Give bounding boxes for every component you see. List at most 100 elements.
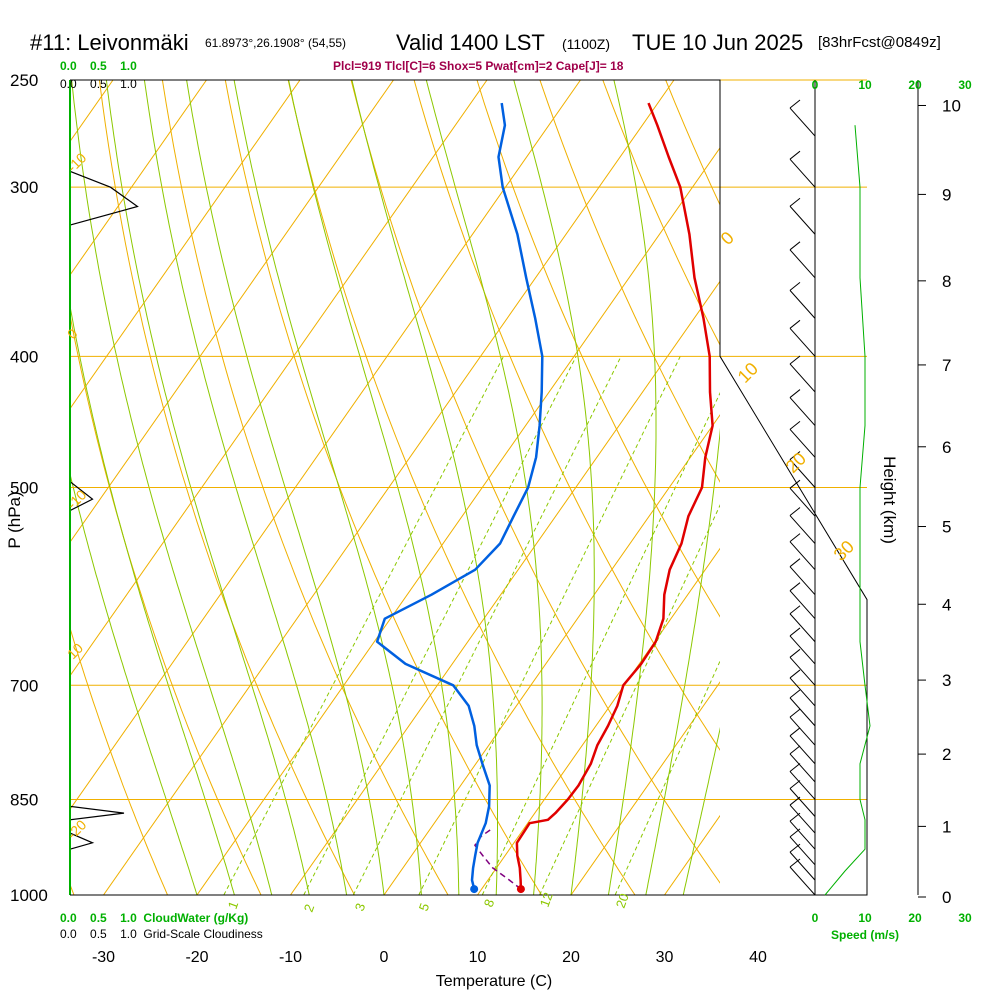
wind-barb-flag <box>789 355 801 365</box>
speed-tick-bottom: 10 <box>858 911 872 925</box>
wind-barb-flag <box>789 582 801 592</box>
wind-barb <box>789 487 816 517</box>
wind-barb-flag <box>789 843 801 853</box>
moist-adiabat <box>607 80 657 895</box>
speed-tick-bottom: 20 <box>908 911 922 925</box>
wind-barb <box>789 716 816 746</box>
wind-barb <box>789 820 816 850</box>
pressure-tick-label: 400 <box>10 347 38 366</box>
speed-tick-bottom: 30 <box>958 911 972 925</box>
wind-barb <box>789 788 816 817</box>
mixing-ratio-line <box>539 504 720 895</box>
wind-barb <box>789 158 816 188</box>
moist-adiabat <box>425 80 543 895</box>
wind-barb <box>789 613 816 643</box>
moist-adiabat <box>233 80 422 895</box>
mixing-ratio-label: 12 <box>537 890 556 909</box>
height-axis-title: Height (km) <box>880 456 899 544</box>
stability-indices: Plcl=919 Tlcl[C]=6 Shox=5 Pwat[cm]=2 Cap… <box>333 59 624 73</box>
wind-barb-flag <box>789 281 801 291</box>
wind-barb <box>789 804 816 834</box>
moist-adiabat <box>513 80 595 895</box>
wind-barb-flag <box>789 689 801 699</box>
wind-barb-flag <box>789 99 801 109</box>
temperature-tick-label: -20 <box>185 949 208 966</box>
adiabat-label: -10 <box>64 149 90 175</box>
adiabat-label: -20 <box>64 816 90 842</box>
dry-adiabat <box>967 56 1000 895</box>
temperature-tick-label: 40 <box>749 949 767 966</box>
dry-adiabat <box>413 80 720 751</box>
dry-adiabat <box>287 80 636 895</box>
isotherm-line <box>852 80 1000 895</box>
wind-barb-flag <box>789 507 801 516</box>
moist-adiabat <box>70 471 198 895</box>
cloudiness-scale-bottom: 0.0 0.5 1.0 Grid-Scale Cloudiness <box>60 927 263 941</box>
wind-barb <box>789 836 816 866</box>
cloudwater-scale-bottom: 0.0 0.5 1.0 CloudWater (g/Kg) <box>60 911 249 925</box>
mixing-ratio-line <box>303 356 577 895</box>
height-tick-label: 4 <box>942 595 951 614</box>
wind-barb <box>789 249 816 279</box>
isotherm-line <box>477 547 720 895</box>
isotherm-line <box>945 80 1000 895</box>
speed-tick-bottom: 0 <box>812 911 819 925</box>
height-tick-label: 3 <box>942 671 951 690</box>
wind-barb-flag <box>789 745 801 755</box>
temperature-tick-label: 30 <box>656 949 674 966</box>
wind-barb <box>789 459 816 488</box>
forecast-date: TUE 10 Jun 2025 <box>632 30 804 55</box>
wind-barb-flag <box>789 150 801 160</box>
mixing-ratio-line <box>418 356 681 895</box>
dry-adiabat <box>70 312 262 895</box>
plot-frame <box>70 79 868 896</box>
moist-adiabat <box>186 80 385 895</box>
wind-barb <box>789 866 816 896</box>
wind-barb <box>789 541 816 570</box>
wind-barb <box>789 290 816 319</box>
dry-adiabat <box>476 80 720 618</box>
height-tick-label: 1 <box>942 817 951 836</box>
height-tick-label: 7 <box>942 356 951 375</box>
cloudiness-profile <box>69 146 139 895</box>
mixing-ratio-label: 5 <box>416 901 433 913</box>
moist-adiabat <box>105 80 310 895</box>
dry-adiabat <box>905 56 1000 895</box>
mixing-ratio-label: 1 <box>225 899 242 911</box>
valid-time: Valid 1400 LST <box>396 30 545 55</box>
wind-barb-flag <box>789 780 801 789</box>
wind-barb-flag <box>789 648 801 658</box>
wind-barb-flag <box>789 627 801 637</box>
wind-barb-flag <box>789 389 801 398</box>
surface-temperature-dot <box>516 885 525 894</box>
dry-adiabat <box>161 80 449 895</box>
adiabat-label: 30 <box>830 537 858 565</box>
temperature-tick-label: 10 <box>469 949 487 966</box>
mixing-ratio-line <box>223 356 505 895</box>
temperature-trace <box>515 102 714 890</box>
wind-barb <box>789 363 816 393</box>
station-title: #11: Leivonmäki <box>30 30 189 55</box>
wind-barb <box>789 771 816 800</box>
wind-barb <box>789 107 816 137</box>
height-tick-label: 0 <box>942 888 951 907</box>
height-tick-label: 8 <box>942 272 951 291</box>
utc-time: (1100Z) <box>562 36 610 52</box>
height-tick-label: 6 <box>942 438 951 457</box>
pressure-tick-label: 1000 <box>10 886 48 905</box>
wind-barb <box>789 429 816 458</box>
wind-barb <box>789 566 816 596</box>
wind-barb <box>789 205 816 235</box>
surface-dewpoint-dot <box>470 885 479 894</box>
moist-adiabat <box>682 726 720 895</box>
moist-adiabat <box>645 80 720 895</box>
mixing-ratio-line <box>352 356 622 895</box>
speed-tick-top: 10 <box>858 78 872 92</box>
wind-barb <box>789 697 816 727</box>
height-tick-label: 9 <box>942 185 951 204</box>
pressure-tick-label: 700 <box>10 676 38 695</box>
moist-adiabat <box>71 80 273 895</box>
isotherm-line <box>70 80 207 276</box>
isotherm-line <box>70 80 301 410</box>
